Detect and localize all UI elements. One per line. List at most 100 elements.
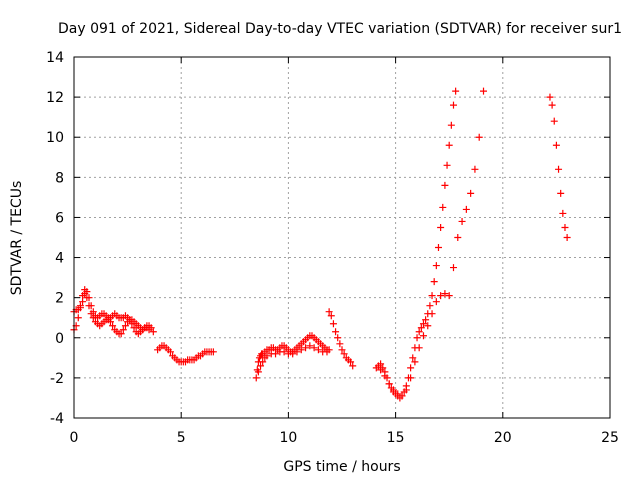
data-point <box>417 324 425 332</box>
data-point <box>458 217 466 225</box>
data-point <box>106 318 114 326</box>
data-point <box>447 121 455 129</box>
data-point <box>437 292 445 300</box>
data-point <box>445 292 453 300</box>
data-point <box>441 181 449 189</box>
data-point <box>349 362 357 370</box>
series-group <box>325 308 357 370</box>
data-point <box>430 278 438 286</box>
x-tick-labels: 0 5 10 15 20 25 <box>70 430 619 446</box>
data-point <box>548 101 556 109</box>
data-point <box>559 209 567 217</box>
data-point <box>336 340 344 348</box>
y-tick-label: 2 <box>55 291 64 307</box>
data-point <box>338 346 346 354</box>
data-point <box>443 161 451 169</box>
data-point <box>119 326 127 334</box>
data-point <box>334 334 342 342</box>
data-point <box>441 290 449 298</box>
series-group <box>70 290 153 338</box>
x-tick-label: 10 <box>279 430 297 446</box>
data-point <box>149 328 157 336</box>
axis-ticks <box>73 56 611 419</box>
data-point <box>452 87 460 95</box>
data-point <box>121 322 129 330</box>
data-point <box>340 350 348 358</box>
data-point <box>293 348 301 356</box>
data-point <box>263 352 271 360</box>
data-point <box>449 101 457 109</box>
data-point <box>257 362 265 370</box>
data-point <box>432 262 440 270</box>
data-point <box>79 298 87 306</box>
data-point <box>475 133 483 141</box>
data-point <box>310 344 318 352</box>
data-point <box>89 314 97 322</box>
data-point <box>297 346 305 354</box>
series-group <box>154 342 217 366</box>
data-point <box>546 93 554 101</box>
data-point <box>252 374 260 382</box>
data-point <box>415 344 423 352</box>
data-point <box>437 223 445 231</box>
data-point <box>402 386 410 394</box>
data-point <box>480 87 488 95</box>
y-tick-label: 12 <box>46 90 64 106</box>
data-point <box>259 358 267 366</box>
data-point <box>272 350 280 358</box>
data-points <box>70 87 571 402</box>
y-tick-label: -4 <box>50 411 64 427</box>
plot-frame <box>73 56 611 419</box>
data-point <box>389 386 397 394</box>
data-point <box>377 366 385 374</box>
x-tick-label: 5 <box>177 430 186 446</box>
data-point <box>280 348 288 356</box>
data-point <box>467 189 475 197</box>
data-point <box>439 203 447 211</box>
data-point <box>422 316 430 324</box>
data-point <box>557 189 565 197</box>
data-point <box>377 360 385 368</box>
y-tick-label: 8 <box>55 170 64 186</box>
data-point <box>329 320 337 328</box>
data-point <box>325 308 333 316</box>
data-point <box>209 348 217 356</box>
data-point <box>407 364 415 372</box>
y-tick-label: 4 <box>55 251 64 267</box>
data-point <box>462 205 470 213</box>
data-point <box>563 234 571 241</box>
data-point <box>81 290 89 298</box>
data-point <box>398 392 406 400</box>
data-point <box>561 223 569 231</box>
x-tick-label: 15 <box>387 430 405 446</box>
data-point <box>76 304 84 312</box>
data-point <box>289 350 297 358</box>
data-point <box>394 390 402 398</box>
data-point <box>302 344 310 352</box>
data-point <box>385 380 393 388</box>
x-axis-label: GPS time / hours <box>283 459 400 475</box>
y-tick-label: -2 <box>50 371 64 387</box>
x-tick-label: 20 <box>494 430 512 446</box>
y-tick-label: 10 <box>46 130 64 146</box>
data-point <box>306 342 314 350</box>
data-point <box>130 324 138 332</box>
data-point <box>109 322 117 330</box>
data-point <box>555 165 563 173</box>
series-group <box>546 93 571 241</box>
data-point <box>87 310 95 318</box>
data-point <box>449 264 457 272</box>
data-point <box>347 358 355 366</box>
data-point <box>117 330 125 338</box>
y-tick-label: 6 <box>55 210 64 226</box>
series-group <box>377 87 488 400</box>
series-group <box>254 342 331 376</box>
data-point <box>426 302 434 310</box>
data-point <box>424 322 432 330</box>
data-point <box>145 326 153 334</box>
data-point <box>314 346 322 354</box>
data-point <box>432 298 440 306</box>
data-point <box>409 354 417 362</box>
y-tick-label: 14 <box>46 50 64 66</box>
data-point <box>550 117 558 125</box>
